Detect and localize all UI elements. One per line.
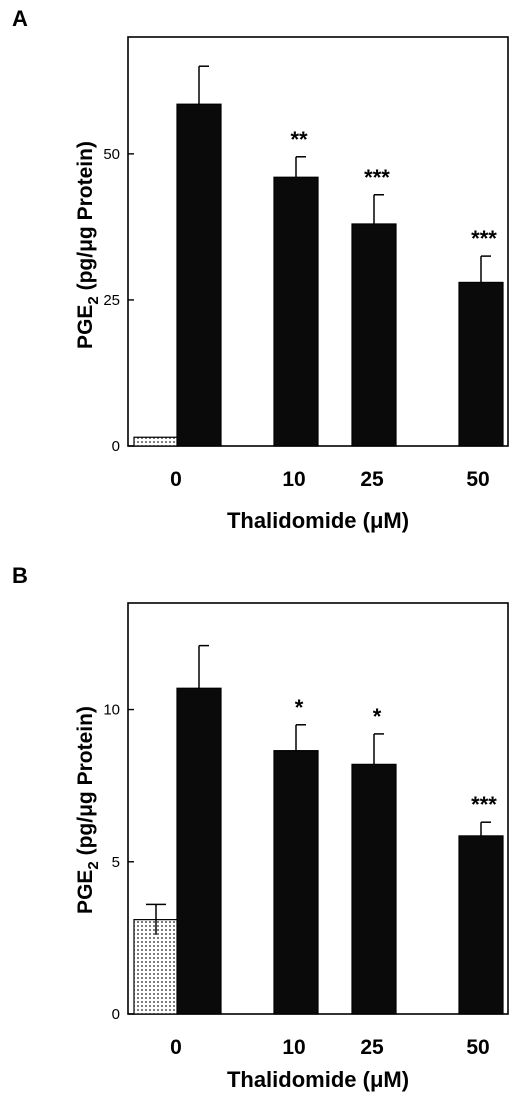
y-axis-label: PGE2 (pg/μg Protein) <box>74 706 102 914</box>
panel-letter: B <box>12 563 28 588</box>
y-tick-label: 5 <box>112 854 120 871</box>
y-axis-label-units: (pg/μg Protein) <box>74 706 97 861</box>
treatment-bar <box>176 103 222 447</box>
significance-label: *** <box>364 165 390 190</box>
treatment-bar <box>273 176 319 447</box>
significance-label: * <box>295 695 304 720</box>
significance-label: ** <box>290 127 308 152</box>
x-axis-label: Thalidomide (μM) <box>227 1067 409 1092</box>
y-axis-label-subscript: 2 <box>85 296 102 304</box>
control-bar <box>133 436 179 447</box>
x-tick-label: 0 <box>170 1036 182 1059</box>
treatment-bar <box>273 750 319 1015</box>
treatment-bar <box>458 835 504 1015</box>
x-tick-label: 50 <box>466 1036 489 1059</box>
significance-label: * <box>373 704 382 729</box>
x-tick-label: 0 <box>170 468 182 491</box>
panel-letter: A <box>12 6 28 31</box>
x-axis-label: Thalidomide (μM) <box>227 508 409 533</box>
y-axis-label-units: (pg/μg Protein) <box>74 141 97 296</box>
y-axis-label-main: PGE <box>74 305 97 349</box>
y-axis-label-subscript: 2 <box>85 861 102 869</box>
x-tick-label: 25 <box>360 1036 384 1059</box>
treatment-bar <box>351 223 397 447</box>
y-axis-label: PGE2 (pg/μg Protein) <box>74 141 102 349</box>
y-tick-label: 25 <box>103 292 120 309</box>
x-tick-label: 25 <box>360 468 384 491</box>
x-tick-label: 10 <box>282 1036 305 1059</box>
y-tick-label: 0 <box>112 1006 120 1023</box>
y-tick-label: 10 <box>103 702 120 719</box>
significance-label: *** <box>471 792 497 817</box>
y-tick-label: 0 <box>112 438 120 455</box>
treatment-bar <box>458 281 504 447</box>
treatment-bar <box>351 763 397 1015</box>
x-tick-label: 50 <box>466 468 489 491</box>
y-axis-label-main: PGE <box>74 870 97 914</box>
y-tick-label: 50 <box>103 146 120 163</box>
significance-label: *** <box>471 226 497 251</box>
treatment-bar <box>176 687 222 1015</box>
x-tick-label: 10 <box>282 468 305 491</box>
